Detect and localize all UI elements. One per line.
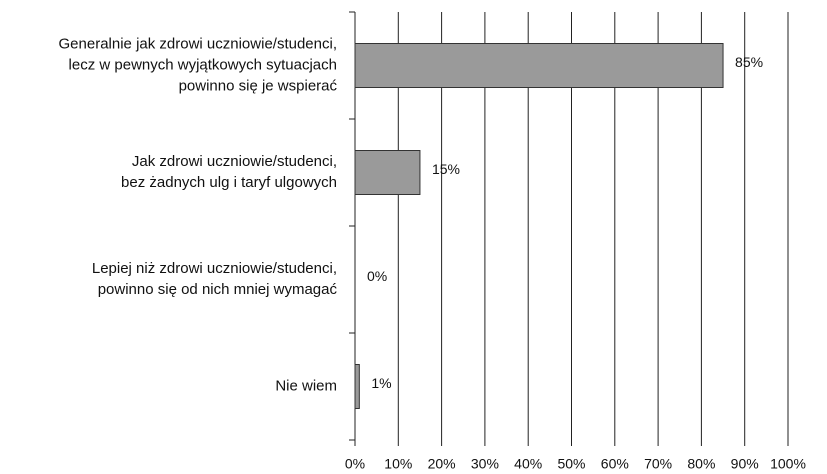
- x-tick-label: 100%: [770, 456, 806, 472]
- x-tick-label: 80%: [687, 456, 715, 472]
- bar: [354, 364, 360, 409]
- x-tick-label: 70%: [644, 456, 672, 472]
- category-label: Lepiej niż zdrowi uczniowie/studenci, pow…: [92, 260, 338, 298]
- x-tick-label: 40%: [514, 456, 542, 472]
- value-label: 85%: [735, 54, 763, 70]
- category-label: Generalnie jak zdrowi uczniowie/studenci…: [59, 35, 338, 94]
- value-label: 0%: [367, 268, 387, 284]
- value-label: 15%: [432, 161, 460, 177]
- value-label: 1%: [371, 375, 391, 391]
- x-tick-label: 0%: [345, 456, 365, 472]
- x-tick-label: 10%: [384, 456, 412, 472]
- bar: [354, 150, 421, 195]
- x-tick-label: 50%: [557, 456, 585, 472]
- category-label: Jak zdrowi uczniowie/studenci, bez żadnyc…: [121, 153, 337, 191]
- category-label: Nie wiem: [275, 377, 337, 394]
- x-tick-label: 20%: [428, 456, 456, 472]
- x-tick-label: 30%: [471, 456, 499, 472]
- x-tick-label: 60%: [601, 456, 629, 472]
- x-tick-label: 90%: [731, 456, 759, 472]
- bar: [354, 43, 724, 88]
